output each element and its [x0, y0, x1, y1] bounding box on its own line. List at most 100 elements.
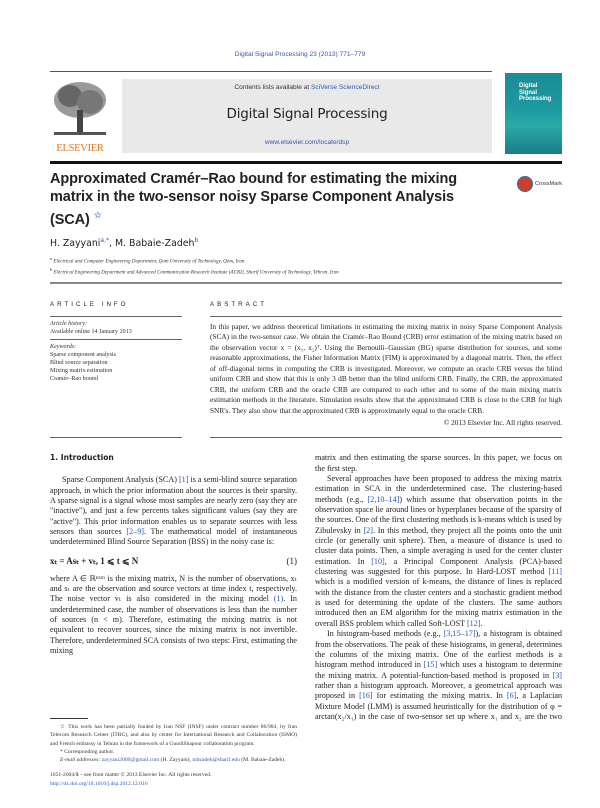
- journal-masthead: Contents lists available at SciVerse Sci…: [122, 79, 492, 153]
- affiliation-text: Electrical Engineering Department and Ad…: [53, 269, 339, 276]
- keywords: Keywords: Sparse component analysis Blin…: [50, 340, 182, 386]
- text: ) which assume that observation points i…: [315, 494, 562, 535]
- paragraph: Sparse Component Analysis (SCA) [1] is a…: [50, 475, 297, 547]
- text: ), a histogram is obtained from the obse…: [315, 629, 562, 670]
- author-affiliation-link[interactable]: b: [194, 236, 199, 244]
- text: Several approaches have been proposed to…: [315, 474, 562, 504]
- journal-reference-link[interactable]: Digital Signal Processing 23 (2013) 771–…: [234, 51, 366, 58]
- citation-link[interactable]: [1]: [178, 475, 189, 485]
- spacer: [50, 386, 182, 429]
- text: which is a modified version of k-means, …: [315, 577, 562, 628]
- issn-block: 1051-2004/$ – see front matter © 2013 El…: [50, 771, 297, 788]
- equation-body: xₜ = Asₜ + vₜ, 1 ⩽ t ⩽ N: [50, 555, 139, 566]
- equation-link[interactable]: (1): [273, 594, 284, 604]
- affiliation: a Electrical and Computer Engineering De…: [50, 255, 562, 266]
- equation-1: xₜ = Asₜ + vₜ, 1 ⩽ t ⩽ N (1): [50, 556, 297, 567]
- article-history: Article history: Available online 14 Jan…: [50, 317, 182, 339]
- text: Sparse Component Analysis (SCA): [62, 475, 179, 485]
- text: . In underdetermined case, the number of…: [50, 594, 297, 656]
- text: .: [480, 618, 483, 628]
- author-list: H. Zayyania,*, M. Babaie-Zadehb: [50, 235, 562, 250]
- email-link[interactable]: zayyani2009@gmail.com: [101, 756, 160, 763]
- text: where A ∈ ℝⁿˣᵐ is the mixing matrix, N i…: [50, 573, 297, 604]
- equation-number: (1): [286, 555, 298, 566]
- keyword: Blind source separation: [50, 359, 108, 366]
- affiliation: b Electrical Engineering Department and …: [50, 266, 562, 277]
- corresponding-footnote: * Corresponding author.: [50, 748, 297, 756]
- info-and-abstract: ARTICLE INFO Article history: Available …: [50, 301, 562, 439]
- citation-link[interactable]: [10]: [371, 556, 385, 566]
- article-info: ARTICLE INFO Article history: Available …: [50, 301, 182, 439]
- paragraph: In histogram-based methods (e.g., [3,15–…: [315, 629, 562, 722]
- divider: [210, 315, 562, 317]
- divider: [50, 315, 182, 317]
- keyword: Sparse component analysis: [50, 351, 117, 358]
- divider: [50, 338, 182, 340]
- paragraph: matrix and then estimating the sparse so…: [315, 453, 562, 473]
- footnote-mark: ☆: [60, 724, 66, 731]
- citation-link[interactable]: [2–9]: [126, 527, 144, 537]
- journal-cover-image[interactable]: Digital Signal Processing: [505, 73, 562, 154]
- funding-footnote: ☆ This work has been partially funded by…: [50, 723, 297, 748]
- crossmark-button[interactable]: CrossMark: [516, 176, 562, 192]
- text: rather than a histogram approach. Moreov…: [315, 680, 562, 701]
- citation-link[interactable]: [6]: [506, 691, 517, 701]
- footnote-text: Corresponding author.: [64, 748, 115, 755]
- body-column-left: 1. Introduction Sparse Component Analysi…: [50, 453, 297, 788]
- doi-link[interactable]: http://dx.doi.org/10.1016/j.dsp.2012.12.…: [50, 780, 148, 787]
- text: , a Laplacian Mixture Model (LMM) is ass…: [315, 691, 563, 721]
- section-heading: 1. Introduction: [50, 453, 114, 463]
- crossmark-label: CrossMark: [534, 181, 562, 187]
- affiliation-mark: a: [50, 255, 53, 261]
- history-value: Available online 14 January 2013: [50, 328, 132, 335]
- citation-link[interactable]: [3,15–17]: [443, 629, 476, 639]
- abstract-text: In this paper, we address theoretical li…: [210, 321, 562, 415]
- paragraph: Several approaches have been proposed to…: [315, 474, 562, 629]
- author-separator: ,: [109, 237, 115, 249]
- journal-name: Digital Signal Processing: [226, 106, 388, 122]
- email-label: E-mail addresses:: [60, 756, 102, 763]
- citation-link[interactable]: [11]: [548, 567, 562, 577]
- text: is a semi-blind source separation approa…: [50, 475, 297, 537]
- body-column-right: matrix and then estimating the sparse so…: [315, 453, 562, 788]
- article-title-text: Approximated Cramér–Rao bound for estima…: [50, 171, 457, 228]
- citation-link[interactable]: [16]: [359, 691, 373, 701]
- citation-link[interactable]: [2]: [363, 525, 373, 535]
- affiliation-text: Electrical and Computer Engineering Depa…: [53, 258, 245, 265]
- citation-link[interactable]: [3]: [552, 670, 562, 680]
- paragraph: where A ∈ ℝⁿˣᵐ is the mixing matrix, N i…: [50, 574, 297, 657]
- sciencedirect-link[interactable]: SciVerse ScienceDirect: [311, 84, 380, 91]
- footnote-divider: [50, 718, 88, 720]
- author-affiliation-link[interactable]: a,*: [100, 236, 109, 244]
- email-owner: (M. Babaie-Zadeh).: [239, 756, 286, 763]
- divider: [210, 437, 562, 439]
- footnotes: ☆ This work has been partially funded by…: [50, 723, 297, 764]
- footnote-text: This work has been partially funded by I…: [50, 724, 298, 747]
- citation-link[interactable]: [15]: [423, 660, 438, 670]
- elsevier-logo[interactable]: ELSEVIER: [50, 78, 110, 154]
- email-link[interactable]: mbzadeh@sharif.edu: [192, 756, 240, 763]
- text: for estimating the mixing matrix. In: [372, 691, 507, 701]
- contents-line: Contents lists available at SciVerse Sci…: [122, 84, 492, 91]
- text: In histogram-based methods (e.g.,: [327, 629, 444, 639]
- keyword: Mixing matrix estimation: [50, 367, 113, 374]
- abstract-heading: ABSTRACT: [210, 300, 268, 308]
- citation-link[interactable]: [2,10–14]: [367, 494, 400, 504]
- article-body: 1. Introduction Sparse Component Analysi…: [50, 453, 562, 788]
- cover-title: Digital Signal Processing: [519, 83, 552, 102]
- divider: [50, 161, 562, 164]
- author-name: H. Zayyani: [50, 237, 101, 249]
- journal-url-link[interactable]: www.elsevier.com/locate/dsp: [264, 139, 350, 146]
- keyword: Cramér–Rao bound: [50, 375, 98, 382]
- copyright: © 2013 Elsevier Inc. All rights reserved…: [443, 418, 562, 428]
- keywords-label: Keywords:: [50, 343, 77, 350]
- divider: [50, 437, 182, 439]
- divider: [50, 282, 562, 284]
- title-footnote-link[interactable]: ☆: [93, 210, 102, 220]
- elsevier-tree-icon: [54, 82, 106, 135]
- elsevier-wordmark: ELSEVIER: [56, 143, 104, 154]
- citation-link[interactable]: [12]: [466, 618, 481, 628]
- email-owner: (H. Zayyani),: [159, 756, 193, 763]
- author-name: M. Babaie-Zadeh: [114, 237, 195, 249]
